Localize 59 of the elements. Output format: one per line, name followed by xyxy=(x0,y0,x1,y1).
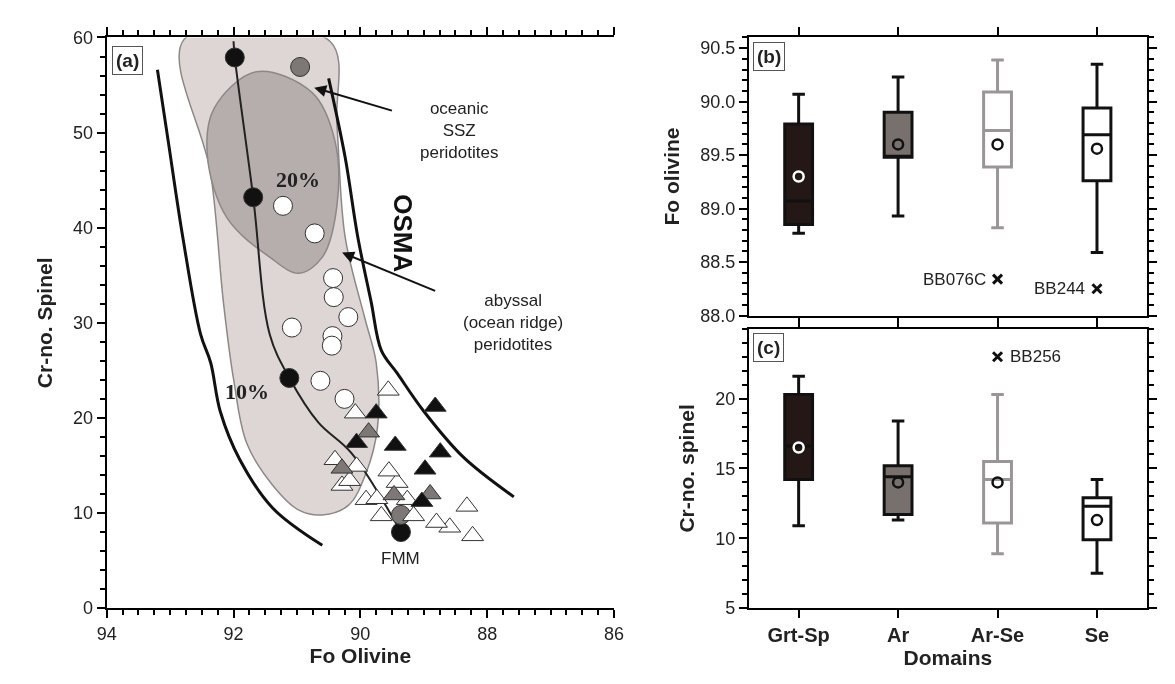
y-tick-label: 88.5 xyxy=(700,252,736,273)
y-axis-title: Fo olivine xyxy=(659,127,683,226)
annotation: BB076C xyxy=(923,270,987,289)
y-tick-label: 10 xyxy=(73,503,94,524)
x-tick-label: Ar-Se xyxy=(970,624,1025,647)
x-tick-label: Ar xyxy=(886,624,910,647)
point xyxy=(323,268,344,289)
x-axis-title: Fo Olivine xyxy=(309,643,412,667)
annotation: 10% xyxy=(225,379,269,404)
x-tick-label: 86 xyxy=(604,623,625,644)
y-tick-label: 5 xyxy=(725,598,736,619)
y-tick-label: 89.5 xyxy=(700,145,736,166)
y-tick-label: 90.5 xyxy=(700,38,736,59)
y-tick-label: 50 xyxy=(73,122,94,143)
point xyxy=(290,56,311,77)
annotation: FMM xyxy=(381,549,420,568)
point xyxy=(334,388,355,409)
x-tick-label: 88 xyxy=(477,623,498,644)
point xyxy=(402,505,426,522)
annotation: OSMA xyxy=(388,194,419,273)
x-tick-label: Grt-Sp xyxy=(767,624,830,647)
annotation: 20% xyxy=(276,167,320,192)
y-tick-label: 90.0 xyxy=(700,91,736,112)
annotation: (a) xyxy=(116,50,140,71)
y-axis-title: Cr-no. Spinel xyxy=(32,257,56,389)
point xyxy=(281,317,302,338)
point xyxy=(224,47,245,68)
x-tick-label: 90 xyxy=(350,623,371,644)
annotation: BB244 xyxy=(1034,279,1086,298)
annotation: abyssal (ocean ridge) peridotites xyxy=(463,291,564,355)
point xyxy=(323,287,344,308)
point xyxy=(304,223,325,244)
x-tick-label: 92 xyxy=(223,623,244,644)
y-tick-label: 40 xyxy=(73,217,94,238)
point xyxy=(310,370,331,391)
point xyxy=(382,484,406,501)
y-tick-label: 10 xyxy=(715,528,736,549)
annotation: oceanic SSZ peridotites xyxy=(420,99,499,163)
x-axis-title: Domains xyxy=(903,646,993,670)
y-tick-label: 89.0 xyxy=(700,198,736,219)
y-tick-label: 88.0 xyxy=(700,305,736,326)
point xyxy=(243,187,264,208)
annotation: (b) xyxy=(757,46,782,67)
y-axis-title: Cr-no. spinel xyxy=(674,404,698,533)
y-tick-label: 15 xyxy=(715,458,736,479)
point xyxy=(279,367,300,388)
annotation: (c) xyxy=(757,337,781,358)
point xyxy=(273,195,293,216)
x-tick-label: 94 xyxy=(96,623,117,644)
y-tick-label: 20 xyxy=(73,408,94,429)
x-tick-label: Se xyxy=(1084,624,1110,647)
point xyxy=(338,307,359,328)
y-tick-label: 0 xyxy=(83,598,94,619)
y-tick-label: 20 xyxy=(715,388,736,409)
point xyxy=(321,335,342,356)
y-tick-label: 60 xyxy=(73,27,94,48)
annotation: BB256 xyxy=(1010,347,1062,366)
line-series xyxy=(155,68,324,547)
y-tick-label: 30 xyxy=(73,313,94,334)
